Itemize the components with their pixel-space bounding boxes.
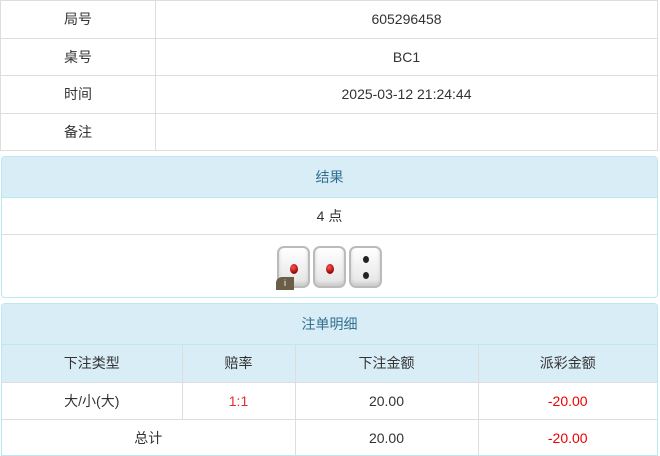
bet-type: 大/小(大): [2, 382, 183, 420]
die-1-icon: i: [276, 246, 310, 290]
row-round-id: 局号 605296458: [0, 0, 658, 39]
col-amount: 下注金额: [294, 345, 479, 383]
dice-display: i: [2, 235, 657, 297]
result-title: 结果: [2, 157, 657, 198]
total-label: 总计: [2, 419, 296, 455]
row-time: 时间 2025-03-12 21:24:44: [0, 75, 658, 114]
table-row: 大/小(大) 1:1 20.00 -20.00: [2, 382, 657, 420]
label: 备注: [0, 112, 156, 151]
result-points: 4 点: [2, 198, 657, 235]
amount: 20.00: [294, 382, 479, 420]
total-row: 总计 20.00 -20.00: [2, 419, 657, 455]
row-remark: 备注: [0, 112, 658, 151]
bet-details-title: 注单明细: [2, 304, 657, 345]
bet-details-panel: 注单明细 下注类型 赔率 下注金额 派彩金额 大/小(大) 1:1 20.00 …: [1, 303, 658, 456]
remark-value: [155, 112, 658, 151]
col-odds: 赔率: [181, 345, 296, 383]
time-value: 2025-03-12 21:24:44: [155, 75, 658, 114]
round-id-value: 605296458: [155, 0, 658, 39]
round-info-table: 局号 605296458 桌号 BC1 时间 2025-03-12 21:24:44 …: [0, 0, 658, 151]
col-bet-type: 下注类型: [2, 345, 183, 383]
label: 局号: [0, 0, 156, 39]
row-table-id: 桌号 BC1: [0, 37, 658, 76]
label: 时间: [0, 75, 156, 114]
odds: 1:1: [181, 382, 296, 420]
total-payout: -20.00: [477, 419, 657, 455]
table-header: 下注类型 赔率 下注金额 派彩金额: [2, 345, 657, 383]
bet-details-table: 下注类型 赔率 下注金额 派彩金额 大/小(大) 1:1 20.00 -20.0…: [2, 345, 657, 455]
total-amount: 20.00: [294, 419, 479, 455]
info-icon[interactable]: i: [276, 277, 294, 290]
result-panel: 结果 4 点 i: [1, 156, 658, 298]
col-payout: 派彩金额: [477, 345, 657, 383]
payout: -20.00: [477, 382, 657, 420]
die-1-icon: [313, 246, 346, 288]
label: 桌号: [0, 37, 156, 76]
table-id-value: BC1: [155, 37, 658, 76]
die-2-icon: [349, 246, 382, 288]
